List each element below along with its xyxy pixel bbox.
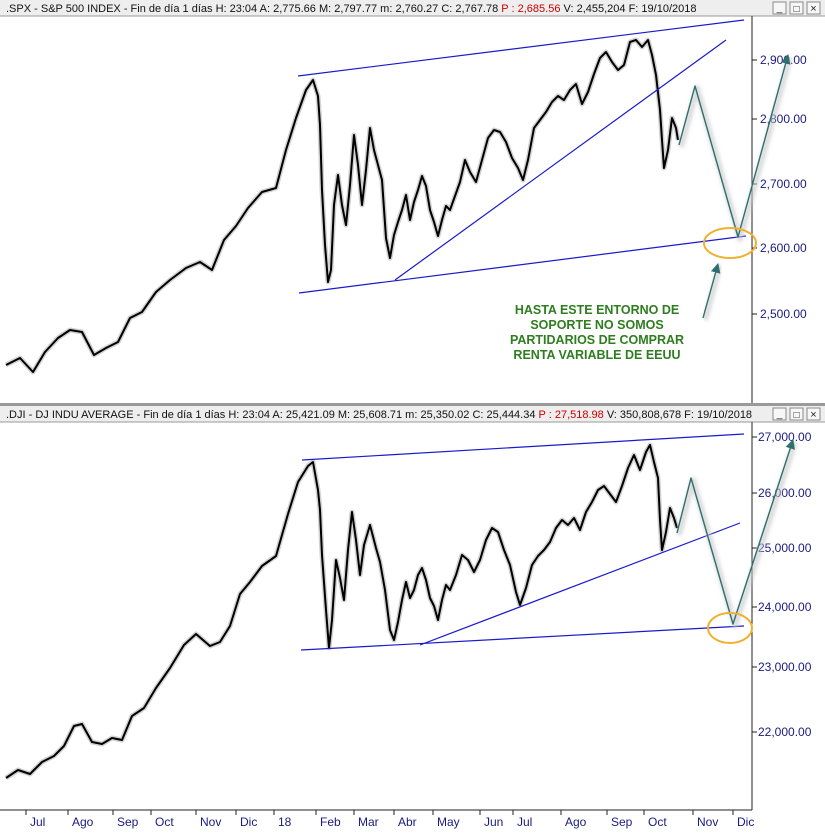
x-tick-label: Nov [697,815,718,829]
dji-window-buttons: _ □ × [772,407,821,421]
spx-maximize-icon: □ [793,4,799,15]
annotation-line: PARTIDARIOS DE COMPRAR [510,333,684,347]
x-tick-label: Jul [517,815,532,829]
x-tick-label: Mar [358,815,379,829]
x-tick-label: Ago [565,815,587,829]
spx-support-trendline [298,235,747,294]
annotation-line: RENTA VARIABLE DE EEUU [513,348,680,362]
dji-y-tick-label: 27,000.00 [758,430,812,444]
x-tick-label: Sep [611,815,633,829]
dji-y-axis: 27,000.00 26,000.00 25,000.00 24,000.00 … [752,430,812,739]
spx-window-buttons: _ □ × [772,1,821,15]
dji-titlebar[interactable] [0,406,825,422]
dji-maximize-icon: □ [793,410,799,421]
dji-y-tick-label: 25,000.00 [758,541,812,555]
dji-maximize-button[interactable] [789,407,804,421]
spx-close-button[interactable] [806,1,821,15]
dji-minimize-button[interactable] [772,407,787,421]
x-tick-label: Ago [72,815,94,829]
spx-maximize-button[interactable] [789,1,804,15]
dji-header-text: .DJI - DJ INDU AVERAGE - Fin de día 1 dí… [6,409,752,421]
x-tick-label: Jun [484,815,503,829]
x-tick-label: Oct [155,815,174,829]
x-tick-label: Nov [200,815,221,829]
dji-y-tick-label: 23,000.00 [758,660,812,674]
spx-projection-path [678,54,793,242]
dji-minimize-icon: _ [776,409,783,420]
spx-minimize-icon: _ [776,3,783,14]
spx-price-series [5,39,679,373]
spx-entry-arrow [702,263,723,321]
x-tick-label: 18 [278,815,292,829]
panel-splitter[interactable] [0,403,825,406]
dji-rising-trendline [419,522,741,646]
x-tick-label: Abr [398,815,417,829]
dji-resistance-trendline [301,433,745,461]
dji-support-trendline [300,625,745,651]
spx-resistance-trendline [297,19,745,77]
time-axis: Jul Ago Sep Oct Nov Dic 18 Feb Mar Abr May Jun Jul Ag… [0,809,825,829]
annotation-line: SOPORTE NO SOMOS [530,318,663,332]
x-tick-label: Jul [30,815,45,829]
dji-projection-path [676,439,798,629]
spx-y-tick-label: 2,800.00 [760,112,807,126]
spx-close-icon: × [810,3,816,15]
dji-y-tick-label: 24,000.00 [758,600,812,614]
spx-y-tick-label: 2,600.00 [760,241,807,255]
spx-support-zone-ellipse [703,227,757,259]
dji-close-icon: × [810,409,816,421]
spx-y-tick-label: 2,900.00 [760,53,807,67]
x-tick-label: Sep [117,815,139,829]
x-tick-label: May [437,815,460,829]
spx-y-tick-label: 2,700.00 [760,177,807,191]
dji-y-tick-label: 22,000.00 [758,725,812,739]
spx-annotation: HASTA ESTE ENTORNO DE SOPORTE NO SOMOS P… [510,303,684,362]
dji-price-series [5,444,678,779]
dji-support-zone-ellipse [707,612,753,644]
dji-close-button[interactable] [806,407,821,421]
spx-minimize-button[interactable] [772,1,787,15]
x-tick-label: Oct [648,815,667,829]
spx-y-tick-label: 2,500.00 [760,307,807,321]
x-tick-label: Feb [320,815,341,829]
spx-panel: .SPX - S&P 500 INDEX - Fin de día 1 días… [0,0,825,405]
spx-header-text: .SPX - S&P 500 INDEX - Fin de día 1 días… [6,3,696,15]
spx-titlebar[interactable] [0,0,825,16]
x-tick-label: Dic [240,815,257,829]
dji-y-tick-label: 26,000.00 [758,486,812,500]
annotation-line: HASTA ESTE ENTORNO DE [515,303,679,317]
dji-panel: .DJI - DJ INDU AVERAGE - Fin de día 1 dí… [0,406,825,810]
spx-rising-trendline [394,39,727,281]
spx-y-axis: 2,900.00 2,800.00 2,700.00 2,600.00 2,50… [752,53,807,321]
dji-panel-background [0,406,825,810]
x-tick-label: Dic [737,815,754,829]
